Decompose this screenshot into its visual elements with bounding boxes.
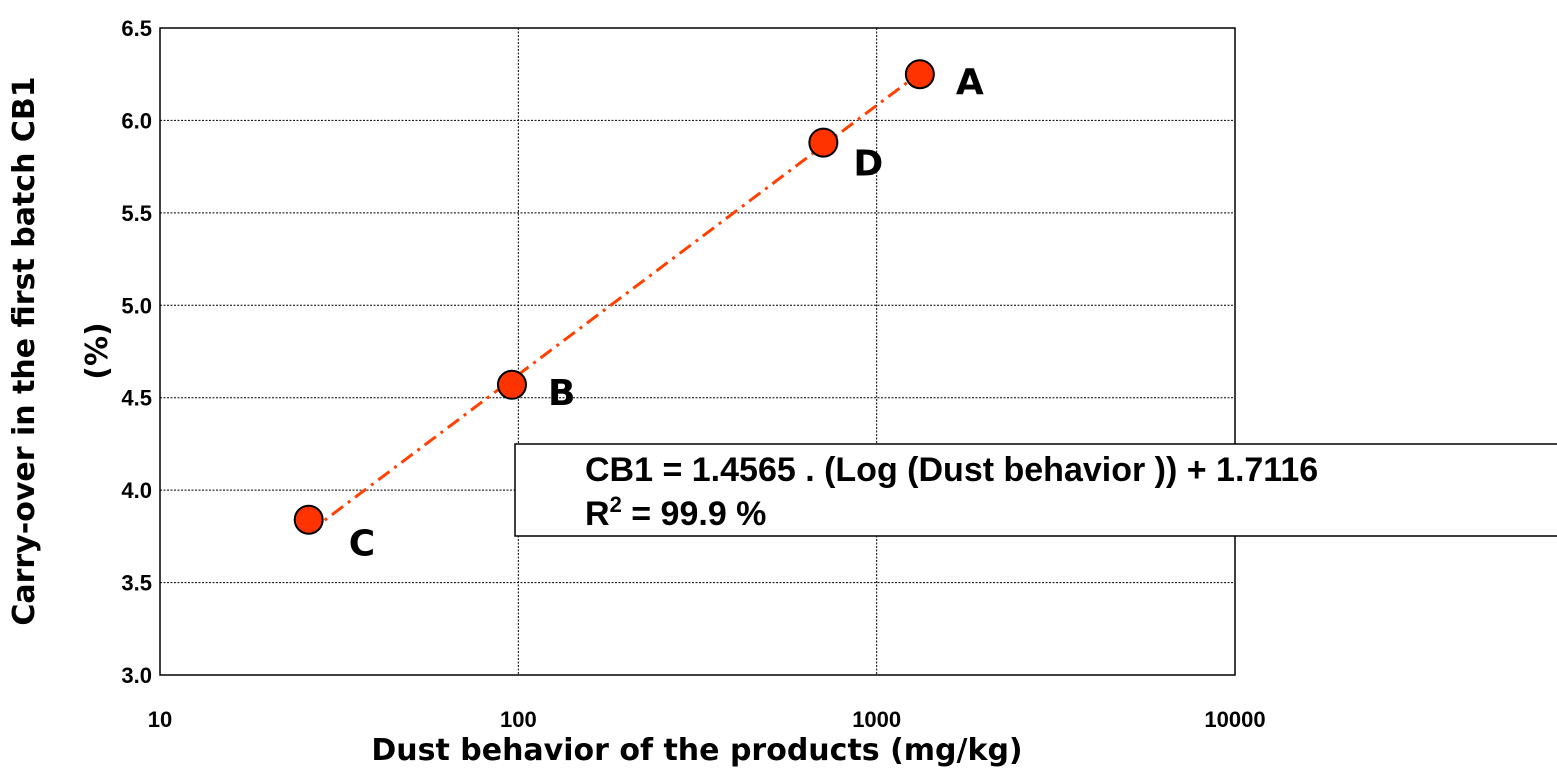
point-label-c: C — [349, 524, 375, 565]
r-squared-value: = 99.9 % — [622, 495, 767, 533]
y-tick-label: 3.5 — [121, 571, 152, 596]
x-tick-label: 1000 — [852, 707, 901, 732]
y-tick-label: 4.0 — [121, 478, 152, 503]
data-point-d — [808, 127, 839, 158]
trendline — [307, 71, 921, 534]
x-tick-label: 10000 — [1204, 707, 1265, 732]
y-tick-label: 5.0 — [121, 293, 152, 318]
equation-box: CB1 = 1.4565 . (Log (Dust behavior )) + … — [514, 443, 1557, 537]
point-label-d: D — [853, 144, 883, 185]
r-squared-label: R — [585, 495, 610, 533]
equation-text: CB1 = 1.4565 . (Log (Dust behavior )) + … — [585, 451, 1318, 489]
r-squared-text: R2 = 99.9 % — [585, 492, 766, 533]
grid — [160, 28, 1235, 675]
y-tick-label: 5.5 — [121, 201, 152, 226]
data-points: A D B C — [293, 59, 984, 565]
data-point-a — [904, 59, 935, 90]
x-axis-title: Dust behavior of the products (mg/kg) — [371, 733, 1022, 768]
data-point-c — [293, 504, 324, 535]
point-label-a: A — [956, 62, 984, 103]
axis-ticks: 3.0 3.5 4.0 4.5 5.0 5.5 6.0 6.5 10 100 1000 10000 — [121, 16, 1265, 732]
x-tick-label: 100 — [500, 707, 537, 732]
x-tick-label: 10 — [148, 707, 172, 732]
y-tick-label: 6.5 — [121, 16, 152, 41]
y-axis-title-line2: (%) — [80, 322, 115, 379]
r-squared-superscript: 2 — [610, 492, 622, 517]
point-label-b: B — [548, 373, 575, 414]
y-tick-label: 4.5 — [121, 386, 152, 411]
y-tick-label: 3.0 — [121, 663, 152, 688]
data-point-b — [496, 369, 527, 400]
y-tick-label: 6.0 — [121, 108, 152, 133]
plot-area-frame — [159, 27, 1236, 676]
y-axis-title-line1: Carry-over in the first batch CB1 — [7, 76, 42, 625]
